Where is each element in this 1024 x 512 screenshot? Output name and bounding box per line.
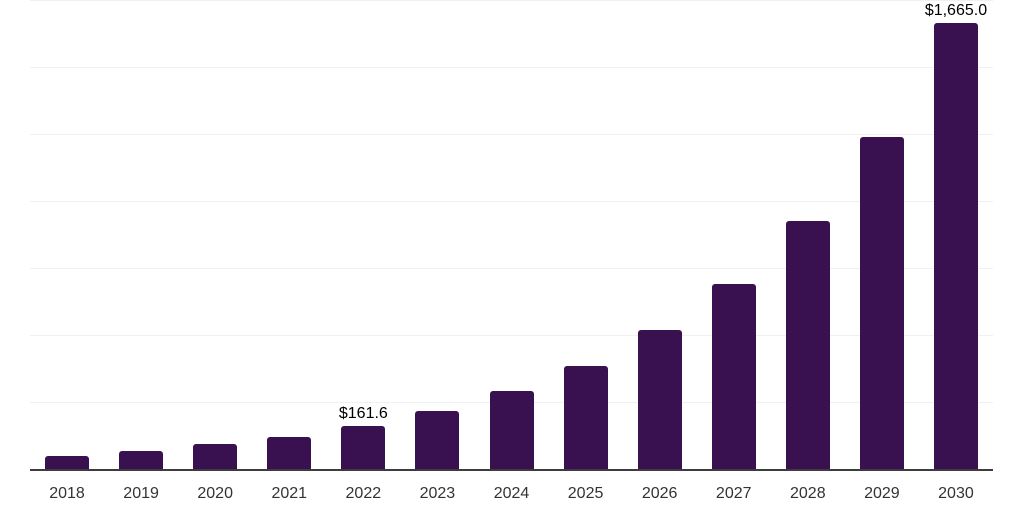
x-tick-label-2029: 2029: [864, 485, 900, 502]
x-tick-label-2022: 2022: [345, 485, 382, 502]
bar-2026: [637, 330, 682, 469]
x-tick-label-2024: 2024: [493, 485, 530, 502]
bar-2019: [119, 450, 164, 469]
x-tick-label-2027: 2027: [715, 485, 752, 502]
bar-value-label-2022: $161.6: [338, 404, 388, 422]
bar-value-label-2030: $1,665.0: [924, 1, 988, 19]
bar-2029: [859, 136, 904, 469]
gridline: [30, 268, 993, 269]
bar-2018: [45, 455, 90, 469]
bar-2022: [341, 425, 386, 469]
bar-2023: [415, 411, 460, 469]
bar-2030: [933, 22, 978, 469]
x-tick-label-2019: 2019: [123, 485, 159, 502]
x-tick-label-2020: 2020: [197, 485, 233, 502]
x-tick-label-2021: 2021: [271, 485, 308, 502]
bar-2028: [785, 220, 830, 469]
x-tick-label-2025: 2025: [567, 485, 604, 502]
x-tick-label-2018: 2018: [49, 485, 85, 502]
bar-2021: [267, 436, 312, 469]
gridline: [30, 0, 993, 1]
plot-area: $161.6 $1,665.0: [30, 0, 993, 471]
bar-2027: [711, 283, 756, 469]
x-tick-label-2023: 2023: [419, 485, 456, 502]
x-tick-label-2030: 2030: [938, 485, 974, 502]
bar-2024: [489, 391, 534, 469]
gridline: [30, 67, 993, 68]
gridline: [30, 335, 993, 336]
x-tick-label-2028: 2028: [790, 485, 826, 502]
bar-2025: [563, 365, 608, 469]
bar-2020: [193, 444, 238, 469]
x-tick-label-2026: 2026: [641, 485, 678, 502]
gridline: [30, 134, 993, 135]
gridline: [30, 201, 993, 202]
x-axis: 2018 2019 2020 2021 2022 2023 2024 2025 2026 2027…: [30, 485, 993, 505]
